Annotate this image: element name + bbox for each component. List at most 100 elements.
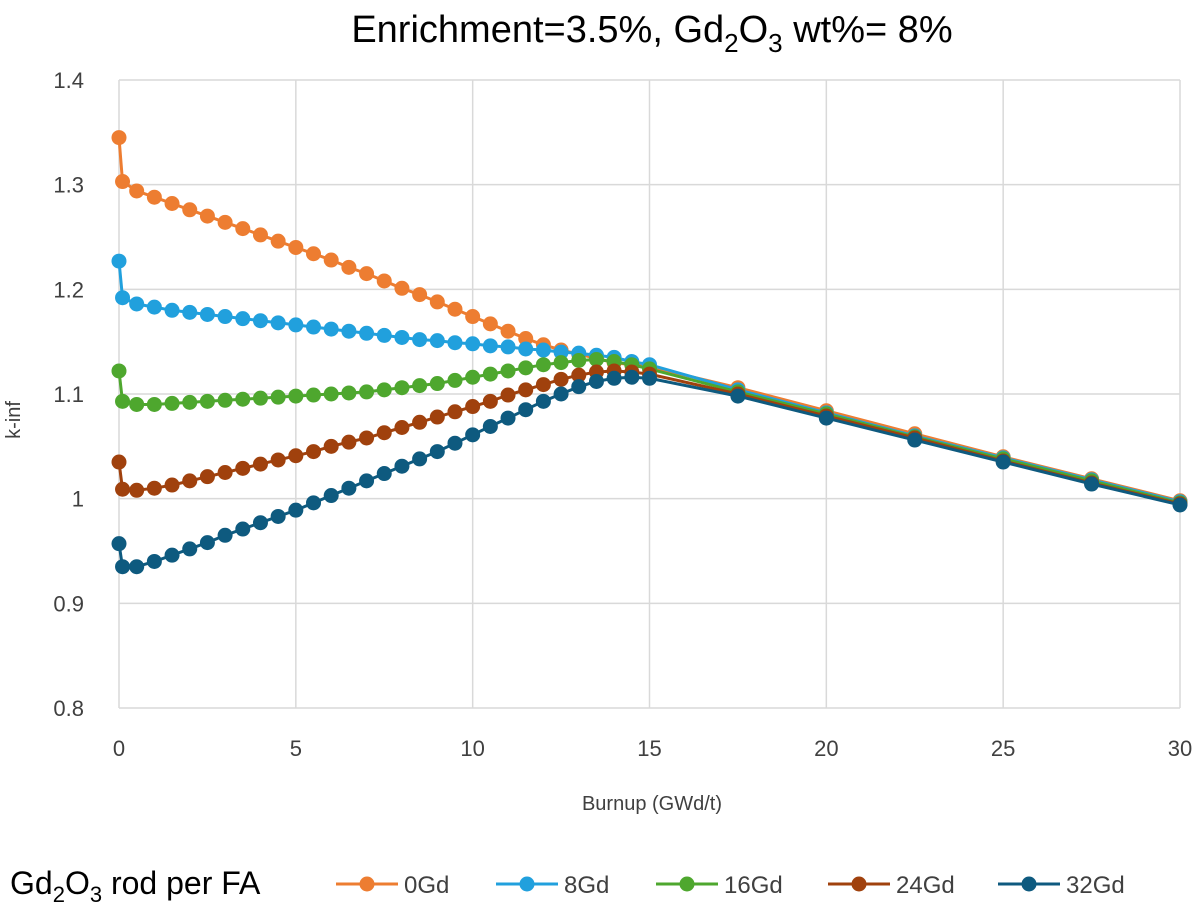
grid (118, 79, 1181, 709)
data-point (115, 559, 131, 575)
data-point (323, 488, 339, 504)
data-point (129, 183, 145, 199)
legend-label: 16Gd (724, 872, 783, 899)
data-point (394, 280, 410, 296)
x-tick-label: 25 (991, 736, 1015, 761)
data-point (359, 473, 375, 489)
data-point (359, 384, 375, 400)
legend: Gd2O3 rod per FA 0Gd 8Gd 16Gd 24Gd 32Gd (10, 865, 1125, 907)
data-point (447, 301, 463, 317)
data-point (182, 304, 198, 320)
data-point (199, 208, 215, 224)
data-point (730, 388, 746, 404)
data-point (288, 448, 304, 464)
data-point (270, 452, 286, 468)
data-point (235, 391, 251, 407)
data-point (818, 410, 834, 426)
data-point (129, 396, 145, 412)
data-point (535, 342, 551, 358)
data-point (394, 458, 410, 474)
data-point (518, 360, 534, 376)
data-point (252, 456, 268, 472)
data-point (235, 311, 251, 327)
data-point (535, 357, 551, 373)
legend-marker (519, 876, 535, 892)
data-point (252, 313, 268, 329)
series-24Gd (111, 363, 1188, 512)
data-point (1084, 476, 1100, 492)
x-tick-label: 30 (1168, 736, 1192, 761)
data-point (465, 427, 481, 443)
data-point (500, 339, 516, 355)
data-point (482, 366, 498, 382)
data-point (111, 363, 127, 379)
data-point (465, 369, 481, 385)
data-point (323, 438, 339, 454)
data-point (394, 380, 410, 396)
y-tick-label: 1.4 (53, 68, 84, 93)
data-point (199, 469, 215, 485)
data-point (465, 336, 481, 352)
data-point (288, 239, 304, 255)
data-point (995, 454, 1011, 470)
legend-item-8Gd: 8Gd (496, 872, 609, 899)
data-point (447, 404, 463, 420)
data-point (341, 480, 357, 496)
data-point (164, 477, 180, 493)
data-point (588, 351, 604, 367)
data-point (500, 363, 516, 379)
series-32Gd (111, 369, 1188, 575)
legend-title: Gd2O3 rod per FA (10, 865, 261, 907)
data-point (129, 559, 145, 575)
data-point (518, 341, 534, 357)
data-point (164, 302, 180, 318)
data-point (111, 130, 127, 146)
data-point (323, 386, 339, 402)
data-point (376, 382, 392, 398)
data-point (571, 379, 587, 395)
data-point (217, 465, 233, 480)
data-point (429, 444, 445, 460)
y-tick-label: 1.2 (53, 277, 84, 302)
data-point (500, 410, 516, 426)
data-point (482, 338, 498, 354)
data-point (341, 259, 357, 275)
data-point (553, 355, 569, 371)
data-point (270, 315, 286, 331)
legend-label: 24Gd (896, 872, 955, 899)
data-point (553, 344, 569, 360)
data-point (164, 547, 180, 563)
data-point (288, 502, 304, 518)
data-point (465, 309, 481, 325)
y-tick-label: 0.9 (53, 591, 84, 616)
data-point (341, 385, 357, 401)
data-point (500, 387, 516, 403)
data-point (323, 252, 339, 268)
y-tick-label: 1 (72, 487, 84, 512)
data-point (217, 309, 233, 325)
data-point (412, 451, 428, 467)
data-point (341, 323, 357, 339)
legend-marker (1021, 876, 1037, 892)
data-point (111, 536, 127, 552)
legend-marker (359, 876, 375, 892)
data-point (252, 390, 268, 406)
data-point (288, 388, 304, 404)
x-tick-label: 15 (637, 736, 661, 761)
legend-item-24Gd: 24Gd (828, 872, 955, 899)
data-point (306, 387, 322, 403)
data-point (199, 306, 215, 322)
data-point (217, 214, 233, 230)
data-point (359, 266, 375, 282)
chart-title: Enrichment=3.5%, Gd2O3 wt%= 8% (351, 9, 952, 58)
data-point (412, 378, 428, 394)
data-point (553, 371, 569, 387)
data-point (164, 196, 180, 212)
data-point (376, 466, 392, 482)
data-point (111, 454, 127, 470)
data-point (447, 372, 463, 388)
data-point (341, 434, 357, 450)
data-point (146, 299, 162, 315)
x-tick-label: 5 (290, 736, 302, 761)
data-point (270, 233, 286, 249)
